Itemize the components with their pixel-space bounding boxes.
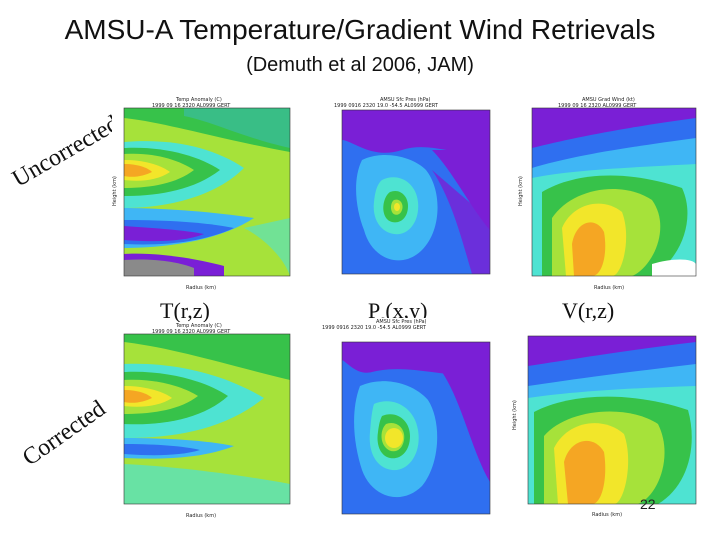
temp-xlabel-corrected: Radius (km) [186, 513, 216, 519]
pres-info: 1999 0916 2320 19.0 -54.5 AL0999 GERT [334, 103, 439, 109]
page-number: 22 [640, 496, 656, 512]
pres-header-corrected: AMSU Sfc Pres (hPa) [376, 319, 427, 325]
wind-xlabel-corrected: Radius (km) [592, 512, 622, 518]
caption-temperature: T(r,z) [160, 298, 210, 323]
gradient-wind-plot-corrected: Height (km) Radius (km) [512, 330, 700, 520]
gradient-wind-plot: AMSU Grad Wind (kt) 1999 09 16 2320 AL09… [518, 96, 700, 292]
temp-anomaly-panel-uncorrected: Temp Anomaly (C) 1999 09 16 2320 AL0999 … [112, 96, 294, 292]
gradient-wind-panel-corrected: Height (km) Radius (km) [512, 330, 700, 520]
temp-anomaly-plot: Temp Anomaly (C) 1999 09 16 2320 AL0999 … [112, 96, 294, 292]
row-label-uncorrected: Uncorrected [8, 110, 124, 193]
temp-header-corrected: Temp Anomaly (C) [175, 323, 222, 329]
slide-title: AMSU-A Temperature/Gradient Wind Retriev… [64, 14, 656, 45]
surface-pressure-plot: AMSU Sfc Pres (hPa) 1999 0916 2320 19.0 … [328, 96, 494, 292]
surface-pressure-panel-corrected: AMSU Sfc Pres (hPa) 1999 0916 2320 19.0 … [318, 318, 494, 522]
wind-header: AMSU Grad Wind (kt) [582, 97, 635, 103]
slide-subtitle: (Demuth et al 2006, JAM) [246, 54, 474, 76]
temp-anomaly-plot-corrected: Temp Anomaly (C) 1999 09 16 2320 AL0999 … [112, 322, 294, 520]
gradient-wind-panel-uncorrected: AMSU Grad Wind (kt) 1999 09 16 2320 AL09… [518, 96, 700, 292]
temp-xlabel: Radius (km) [186, 285, 216, 291]
wind-ylabel: Height (km) [518, 176, 524, 206]
wind-ylabel-corrected: Height (km) [512, 400, 518, 430]
pres-info-corrected: 1999 0916 2320 19.0 -54.5 AL0999 GERT [322, 325, 427, 331]
wind-info: 1999 09 16 2320 AL0999 GERT [558, 103, 637, 109]
row-label-corrected: Corrected [18, 395, 111, 472]
caption-pressure-main: P [368, 298, 381, 323]
pres-header: AMSU Sfc Pres (hPa) [380, 97, 431, 103]
surface-pressure-panel-uncorrected: AMSU Sfc Pres (hPa) 1999 0916 2320 19.0 … [328, 96, 494, 292]
temp-info: 1999 09 16 2320 AL0999 GERT [152, 103, 231, 109]
temp-ylabel: Height (km) [112, 176, 118, 206]
caption-wind: V(r,z) [562, 298, 615, 323]
temp-header: Temp Anomaly (C) [175, 97, 222, 103]
wind-xlabel: Radius (km) [594, 285, 624, 291]
temp-info-corrected: 1999 09 16 2320 AL0999 GERT [152, 329, 231, 335]
temp-anomaly-panel-corrected: Temp Anomaly (C) 1999 09 16 2320 AL0999 … [112, 322, 294, 520]
surface-pressure-plot-corrected: AMSU Sfc Pres (hPa) 1999 0916 2320 19.0 … [318, 318, 494, 522]
